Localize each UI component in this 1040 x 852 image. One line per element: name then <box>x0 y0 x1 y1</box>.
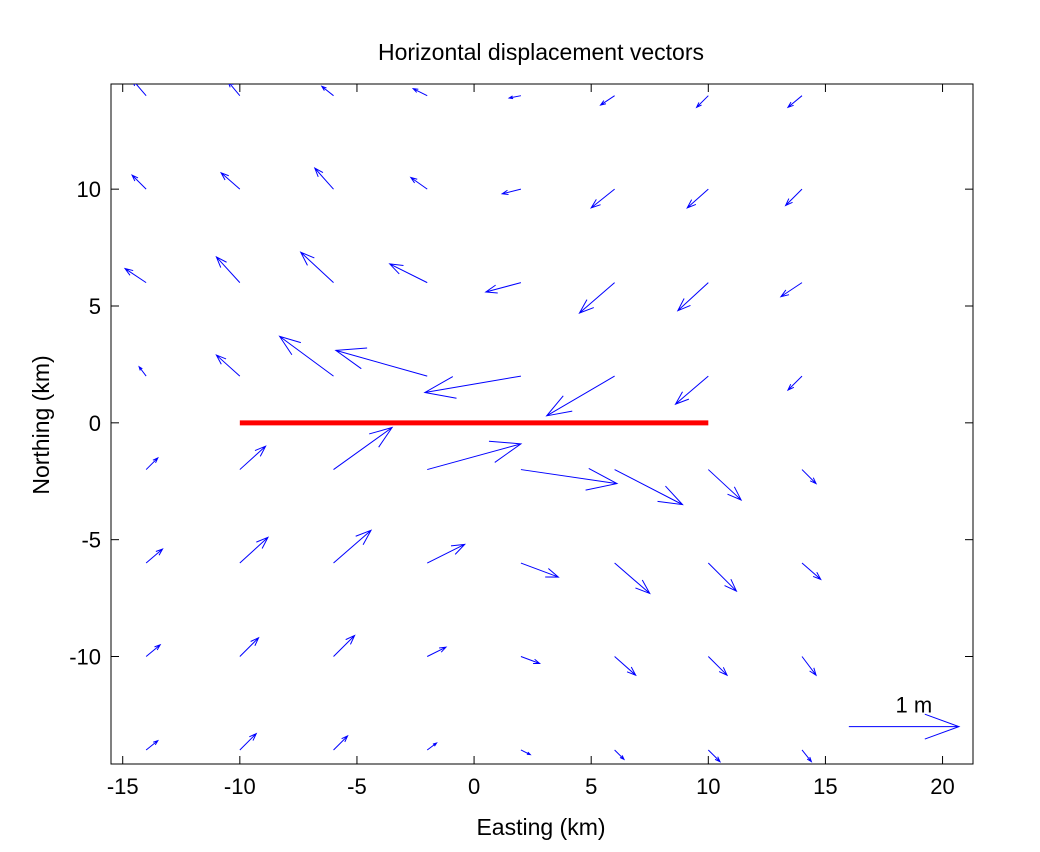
displacement-vector <box>520 656 542 665</box>
displacement-vector <box>707 656 729 677</box>
vector-field <box>123 84 822 763</box>
x-tick-label: 5 <box>585 774 597 799</box>
displacement-vector <box>215 255 241 283</box>
displacement-vector <box>426 742 438 751</box>
displacement-vector <box>614 562 651 595</box>
displacement-vector <box>801 656 817 677</box>
displacement-vector <box>333 734 349 751</box>
displacement-vector <box>133 84 147 97</box>
displacement-vector <box>614 469 684 506</box>
y-tick-label: -10 <box>69 645 101 670</box>
displacement-vector <box>507 95 522 100</box>
chart-title: Horizontal displacement vectors <box>378 39 704 65</box>
y-tick-label: 5 <box>89 294 101 319</box>
displacement-vector <box>426 646 448 657</box>
displacement-vector <box>484 282 522 294</box>
displacement-vector <box>801 562 822 581</box>
x-tick-label: -5 <box>347 774 367 799</box>
displacement-vector <box>520 749 532 756</box>
displacement-vector <box>676 282 709 312</box>
displacement-vector <box>138 365 147 377</box>
displacement-vector <box>131 174 147 190</box>
displacement-vector <box>239 732 258 751</box>
displacement-vector <box>427 440 523 471</box>
x-tick-label: 10 <box>696 774 720 799</box>
displacement-vector <box>590 188 615 209</box>
displacement-vector <box>333 426 394 470</box>
displacement-vector <box>786 375 803 392</box>
displacement-vector <box>333 634 356 657</box>
displacement-vector <box>426 543 467 564</box>
displacement-vector <box>578 282 615 314</box>
x-tick-label: -15 <box>107 774 139 799</box>
displacement-vector <box>239 536 270 564</box>
displacement-vector <box>423 375 522 399</box>
displacement-vector <box>801 749 813 763</box>
plot-area: -15 -10 -5 0 5 10 15 20 -10 -5 0 5 10 1 m <box>69 83 974 799</box>
displacement-vector <box>614 749 626 761</box>
displacement-vector <box>215 354 241 377</box>
x-axis-label: Easting (km) <box>476 814 605 840</box>
displacement-vector <box>239 636 260 657</box>
displacement-vector <box>388 263 428 284</box>
displacement-vector <box>145 643 162 657</box>
displacement-vector <box>707 749 722 763</box>
displacement-vector <box>686 188 709 209</box>
displacement-vector <box>313 167 334 190</box>
displacement-vector <box>674 375 709 406</box>
reference-vector <box>848 713 961 740</box>
displacement-vector <box>545 375 615 417</box>
displacement-vector <box>695 95 709 109</box>
displacement-vector <box>801 469 818 485</box>
displacement-vector <box>145 456 159 470</box>
displacement-vector <box>334 347 428 377</box>
displacement-vector <box>333 529 373 564</box>
displacement-vector <box>707 562 738 593</box>
displacement-vector <box>228 84 241 97</box>
x-tick-label: 15 <box>813 774 837 799</box>
axes-frame <box>110 83 974 765</box>
x-tick-label: -10 <box>224 774 256 799</box>
displacement-vector <box>409 176 428 190</box>
displacement-vector <box>239 445 267 470</box>
displacement-vector <box>411 88 428 97</box>
displacement-vector <box>784 188 803 207</box>
x-tick-label: 0 <box>468 774 480 799</box>
displacement-vector <box>320 85 334 97</box>
y-axis-label: Northing (km) <box>28 355 54 494</box>
displacement-vector <box>520 562 560 578</box>
displacement-vector <box>145 548 164 564</box>
reference-vector-label: 1 m <box>896 693 933 718</box>
y-tick-label: 0 <box>89 411 101 436</box>
displacement-vector <box>500 188 522 195</box>
y-tick-label: -5 <box>81 528 101 553</box>
displacement-vector <box>599 95 615 106</box>
y-tick-label: 10 <box>77 177 101 202</box>
displacement-vector <box>299 251 334 283</box>
displacement-vector <box>779 282 803 298</box>
displacement-vector <box>123 267 147 284</box>
displacement-vector <box>520 467 619 491</box>
displacement-vector <box>219 171 241 190</box>
x-tick-label: 20 <box>930 774 954 799</box>
displacement-vector <box>786 95 803 109</box>
displacement-vector <box>707 469 743 501</box>
displacement-vector <box>145 739 159 751</box>
displacement-vector <box>278 335 334 377</box>
displacement-vector <box>614 656 637 677</box>
